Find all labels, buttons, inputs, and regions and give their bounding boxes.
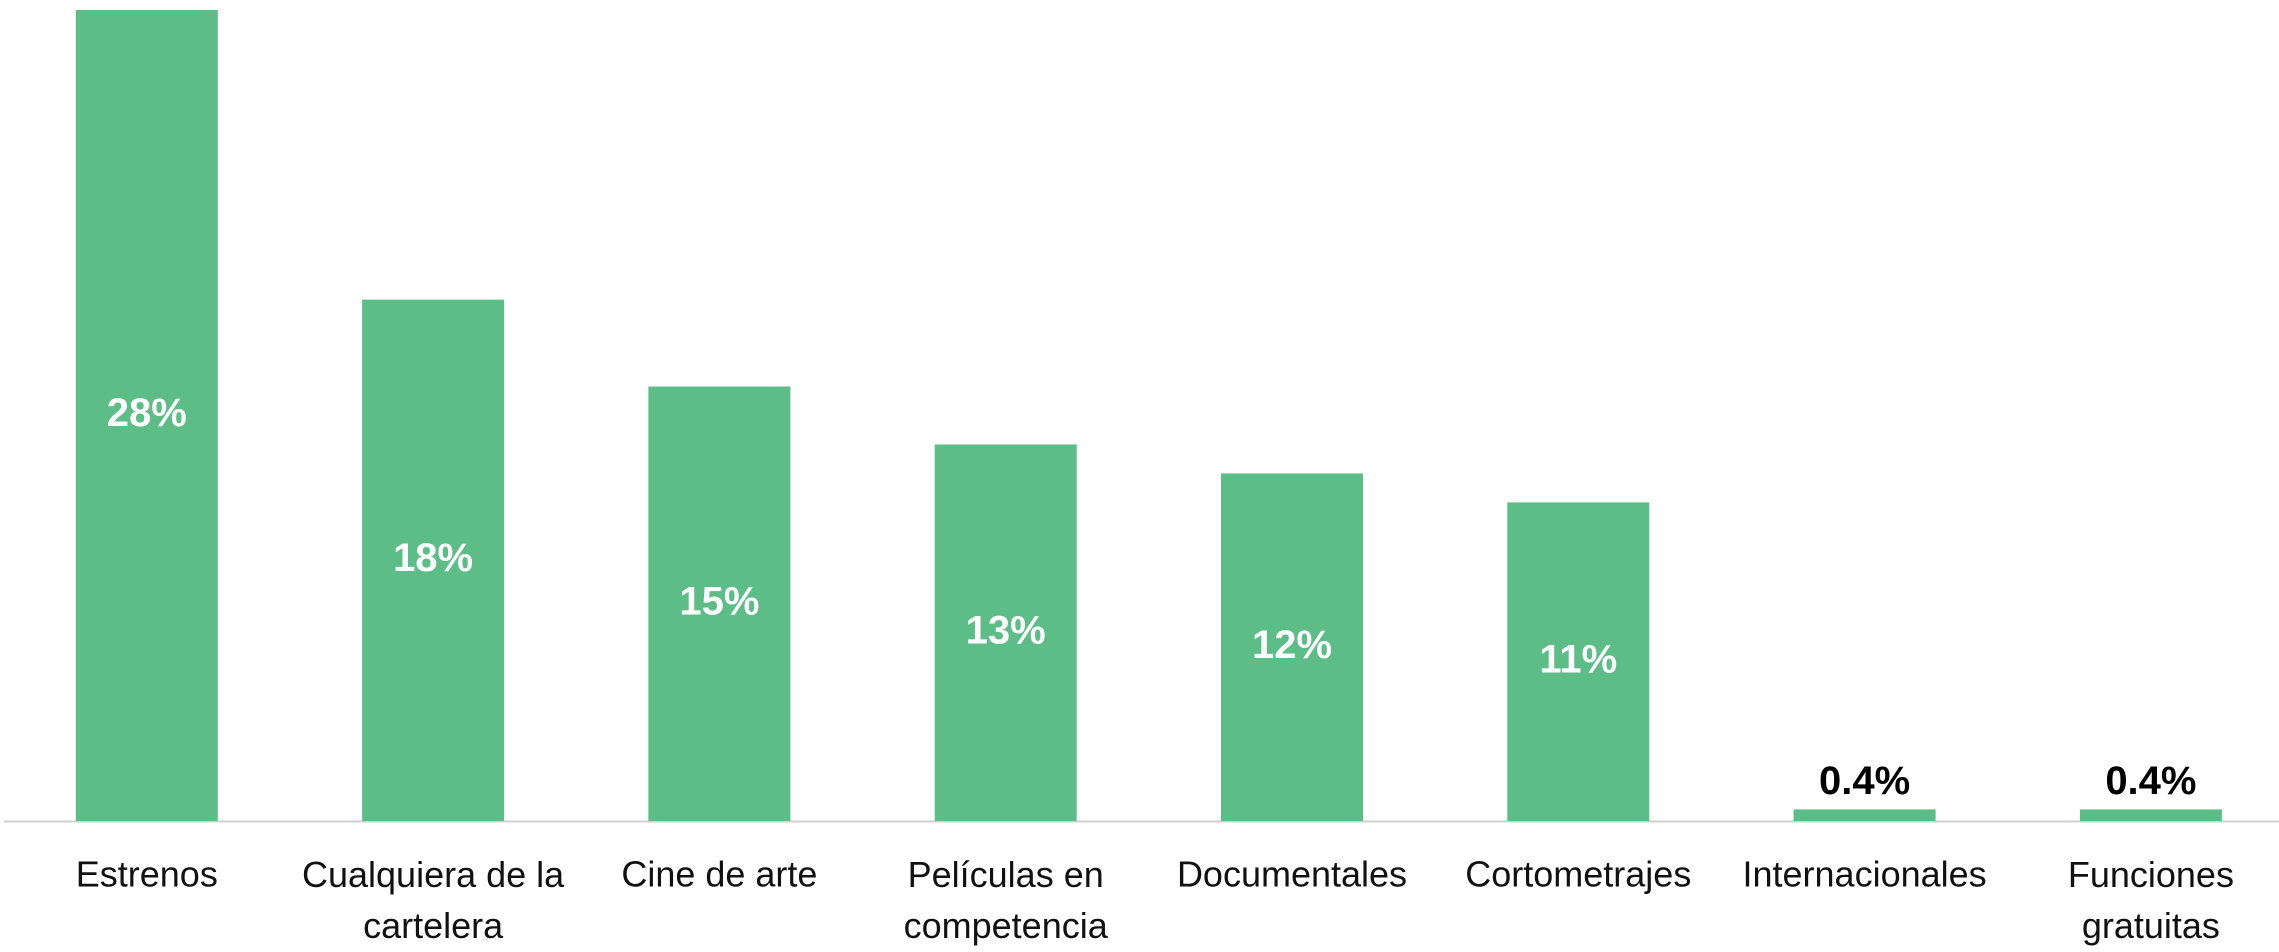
bar: [1221, 473, 1363, 821]
bar: [75, 10, 218, 821]
x-tick-label: Estrenos: [76, 854, 218, 895]
data-label: 0.4%: [2105, 759, 2196, 803]
x-tick-line: cartelera: [363, 905, 504, 946]
bar: [648, 386, 791, 821]
data-label: 28%: [107, 391, 187, 435]
x-tick-line: Cualquiera de la: [302, 854, 565, 895]
data-label: 0.4%: [1819, 759, 1910, 803]
data-label: 13%: [966, 608, 1046, 652]
x-tick-label: Cualquiera de la cartelera: [302, 854, 565, 946]
x-tick-label: Internacionales: [1743, 854, 1987, 895]
x-tick-label: Cortometrajes: [1465, 854, 1691, 895]
data-label: 12%: [1252, 623, 1332, 667]
x-tick-label: Funciones gratuitas: [2068, 854, 2234, 946]
data-label: 11%: [1539, 637, 1617, 681]
x-tick-line: Películas en: [908, 854, 1104, 895]
bar: [1793, 809, 1936, 821]
data-label: 15%: [679, 579, 759, 623]
bar: [934, 444, 1077, 821]
x-tick-label: Películas en competencia: [904, 854, 1109, 946]
x-tick-line: Funciones: [2068, 854, 2234, 895]
data-label: 18%: [393, 536, 473, 580]
bar: [1507, 502, 1650, 821]
x-tick-line: competencia: [904, 905, 1109, 946]
x-tick-label: Documentales: [1177, 854, 1407, 895]
bar: [2079, 809, 2222, 821]
x-tick-line: gratuitas: [2082, 905, 2220, 946]
bar: [362, 299, 505, 822]
x-tick-label: Cine de arte: [621, 854, 817, 895]
